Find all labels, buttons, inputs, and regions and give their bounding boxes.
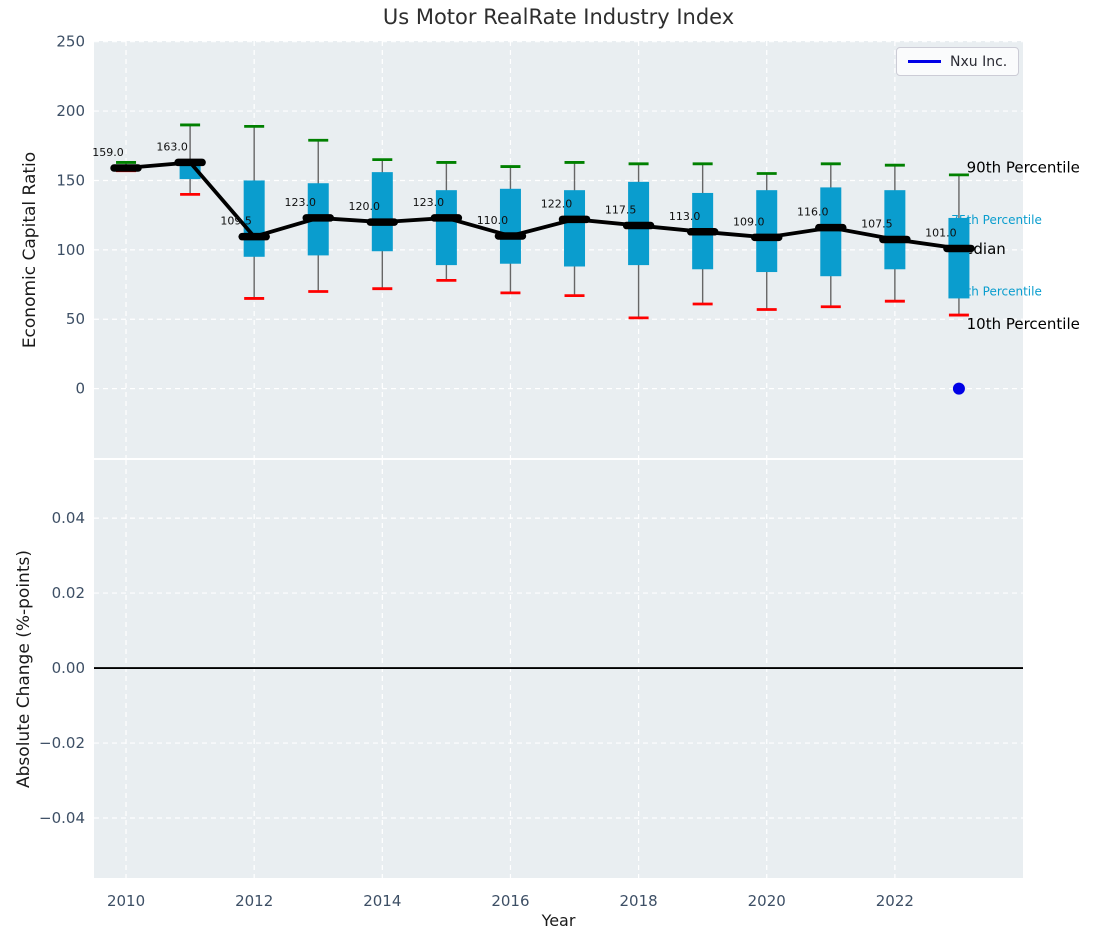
median-value-label: 163.0 (156, 140, 188, 153)
x-tick-label: 2018 (619, 892, 657, 910)
median-value-label: 122.0 (541, 197, 573, 210)
annotation-25th-percentile: 25th Percentile (951, 284, 1042, 298)
y-tick-label-top: 200 (56, 102, 85, 120)
median-value-label: 123.0 (413, 196, 445, 209)
boxplot-box (435, 190, 457, 266)
annotation-10th-percentile: 10th Percentile (967, 315, 1080, 333)
annotation-90th-percentile: 90th Percentile (967, 158, 1080, 176)
boxplot-box (884, 190, 906, 270)
y-axis-label-bottom: Absolute Change (%-points) (14, 550, 34, 788)
boxplot-box (371, 172, 393, 252)
median-value-label: 101.0 (925, 226, 957, 239)
boxplot-box (948, 217, 970, 299)
median-value-label: 110.0 (477, 214, 509, 227)
x-tick-label: 2022 (876, 892, 914, 910)
median-value-label: 109.5 (220, 215, 252, 228)
median-value-label: 116.0 (797, 206, 829, 219)
x-tick-label: 2012 (235, 892, 273, 910)
y-tick-label-bottom: 0.00 (52, 659, 85, 677)
x-tick-label: 2020 (748, 892, 786, 910)
legend-box[interactable]: Nxu Inc. (896, 47, 1020, 76)
boxplot-box (756, 190, 778, 273)
x-axis-label: Year (541, 911, 576, 930)
boxplot-box (564, 190, 586, 267)
nxu-data-point[interactable] (952, 382, 965, 395)
median-value-label: 113.0 (669, 210, 701, 223)
boxplot-box (499, 188, 521, 264)
x-tick-label: 2010 (107, 892, 145, 910)
median-value-label: 123.0 (284, 196, 316, 209)
y-axis-label-top: Economic Capital Ratio (20, 151, 40, 349)
median-value-label: 120.0 (349, 200, 381, 213)
chart-title: Us Motor RealRate Industry Index (382, 5, 735, 29)
median-value-label: 159.0 (92, 146, 124, 159)
bottom-panel-background (94, 460, 1023, 878)
y-tick-label-top: 250 (56, 33, 85, 51)
y-tick-label-top: 100 (56, 241, 85, 259)
legend-label: Nxu Inc. (950, 53, 1008, 70)
y-tick-label-top: 50 (66, 310, 85, 328)
x-tick-label: 2014 (363, 892, 401, 910)
y-tick-label-top: 150 (56, 171, 85, 189)
median-value-label: 107.5 (861, 217, 893, 230)
x-tick-label: 2016 (491, 892, 529, 910)
median-value-label: 109.0 (733, 215, 765, 228)
median-value-label: 117.5 (605, 204, 637, 217)
y-tick-label-bottom: 0.04 (52, 509, 85, 527)
legend-line-icon (908, 60, 941, 63)
y-tick-label-top: 0 (75, 380, 85, 398)
y-tick-label-bottom: −0.02 (39, 734, 85, 752)
annotation-75th-percentile: 75th Percentile (951, 213, 1042, 227)
y-tick-label-bottom: 0.02 (52, 584, 85, 602)
y-tick-label-bottom: −0.04 (39, 809, 85, 827)
boxplot-box (820, 187, 842, 277)
